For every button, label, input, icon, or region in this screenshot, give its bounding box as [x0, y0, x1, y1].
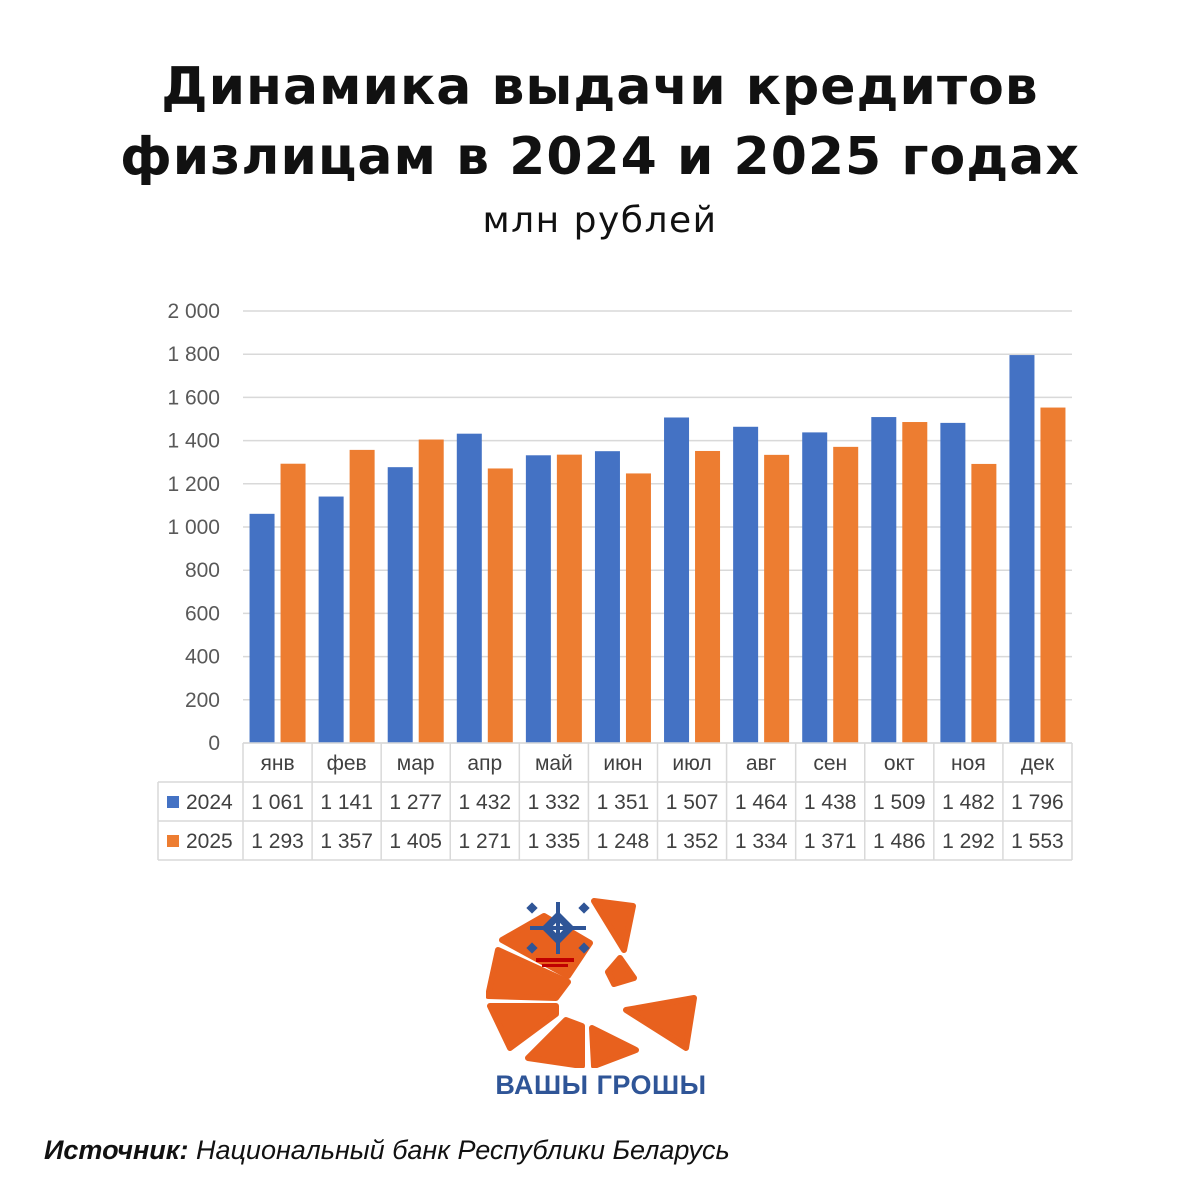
x-tick-label: дек [1021, 752, 1055, 775]
x-tick-label: янв [260, 752, 294, 775]
legend-swatch-2024 [167, 796, 179, 808]
bar-2025-июл [695, 450, 721, 743]
data-label: 1 509 [873, 791, 926, 814]
x-tick-label: фев [327, 752, 367, 775]
x-tick-label: авг [746, 752, 777, 775]
y-tick-label: 1 000 [167, 516, 220, 539]
chart-subtitle: млн рублей [482, 200, 718, 241]
y-tick-label: 600 [185, 602, 220, 625]
legend-swatch-2025 [167, 835, 179, 847]
bar-2025-фев [349, 449, 375, 743]
bar-2025-май [556, 454, 582, 743]
logo-ornament [578, 902, 590, 914]
y-tick-label: 0 [208, 732, 220, 755]
title-block: Динамика выдачи кредитов физлицам в 2024… [0, 52, 1200, 246]
data-label: 1 405 [389, 830, 442, 853]
logo-piece [591, 898, 636, 953]
logo-ornament [536, 958, 574, 962]
bar-2025-сен [833, 446, 859, 743]
data-label: 1 371 [804, 830, 857, 853]
logo-piece [623, 995, 697, 1051]
x-tick-label: июл [672, 752, 711, 775]
source-label: Источник: [44, 1135, 189, 1165]
logo-piece [485, 947, 571, 1001]
data-label: 1 351 [597, 791, 650, 814]
logo-ornament [542, 964, 568, 967]
x-tick-label: июн [603, 752, 642, 775]
x-tick-label: мар [397, 752, 435, 775]
data-label: 1 352 [666, 830, 719, 853]
data-label: 1 482 [942, 791, 995, 814]
x-tick-label: окт [884, 752, 915, 775]
y-tick-label: 1 400 [167, 430, 220, 453]
data-label: 1 438 [804, 791, 857, 814]
bar-2025-апр [487, 468, 513, 743]
logo-text: ВАШЫ ГРОШЫ [495, 1070, 707, 1100]
bar-2025-авг [764, 454, 790, 743]
logo-mark-icon [485, 898, 697, 1069]
bar-2024-дек [1009, 355, 1035, 743]
bar-2024-май [525, 455, 551, 743]
legend-label-2025: 2025 [186, 830, 233, 853]
y-tick-label: 2 000 [167, 300, 220, 323]
bar-2024-авг [733, 426, 759, 743]
x-tick-label: апр [467, 752, 502, 775]
data-label: 1 061 [251, 791, 304, 814]
data-label: 1 507 [666, 791, 719, 814]
logo-piece [589, 1025, 639, 1069]
bar-2025-дек [1040, 407, 1066, 743]
y-tick-label: 400 [185, 646, 220, 669]
y-tick-label: 800 [185, 559, 220, 582]
bar-2024-апр [456, 433, 482, 743]
y-tick-label: 1 200 [167, 473, 220, 496]
data-label: 1 335 [528, 830, 581, 853]
data-label: 1 553 [1011, 830, 1064, 853]
data-label: 1 357 [320, 830, 373, 853]
y-tick-label: 1 600 [167, 386, 220, 409]
y-tick-label: 200 [185, 689, 220, 712]
source-note: Источник: Национальный банк Республики Б… [44, 1135, 730, 1166]
data-label: 1 292 [942, 830, 995, 853]
bar-2025-окт [902, 422, 928, 743]
data-label: 1 277 [389, 791, 442, 814]
source-text: Национальный банк Республики Беларусь [195, 1135, 730, 1165]
bar-2024-ноя [940, 422, 966, 743]
bar-2024-сен [802, 432, 828, 743]
data-label: 1 432 [459, 791, 512, 814]
data-label: 1 464 [735, 791, 788, 814]
x-tick-label: сен [813, 752, 847, 775]
bar-2024-янв [249, 513, 275, 743]
bar-2025-ноя [971, 463, 997, 743]
bar-2025-мар [418, 439, 444, 743]
bar-2025-июн [625, 473, 651, 743]
logo-ornament [556, 902, 560, 954]
data-label: 1 796 [1011, 791, 1064, 814]
logo-piece [605, 955, 637, 987]
x-tick-label: ноя [951, 752, 986, 775]
logo: ВАШЫ ГРОШЫ [485, 898, 716, 1108]
logo-piece [487, 1003, 559, 1051]
data-label: 1 332 [528, 791, 581, 814]
x-tick-label: май [535, 752, 573, 775]
legend-label-2024: 2024 [186, 791, 233, 814]
bar-2024-июн [594, 451, 620, 743]
bar-chart: 0 200 400 600 800 1 000 1 200 1 400 1 600 1 800 2 … [157, 300, 1073, 861]
bar-2024-фев [318, 496, 344, 743]
chart-title-line-1: Динамика выдачи кредитов [161, 57, 1039, 117]
chart-title-line-2: физлицам в 2024 и 2025 годах [120, 127, 1080, 187]
bar-2024-мар [387, 467, 413, 743]
bar-2025-янв [280, 463, 306, 743]
y-tick-label: 1 800 [167, 343, 220, 366]
data-label: 1 293 [251, 830, 304, 853]
data-label: 1 271 [459, 830, 512, 853]
data-label: 1 486 [873, 830, 926, 853]
logo-piece [525, 1017, 585, 1069]
bar-2024-июл [664, 417, 690, 743]
bar-2024-окт [871, 417, 897, 743]
data-label: 1 141 [320, 791, 373, 814]
data-label: 1 248 [597, 830, 650, 853]
logo-ornament [526, 902, 538, 914]
data-label: 1 334 [735, 830, 788, 853]
